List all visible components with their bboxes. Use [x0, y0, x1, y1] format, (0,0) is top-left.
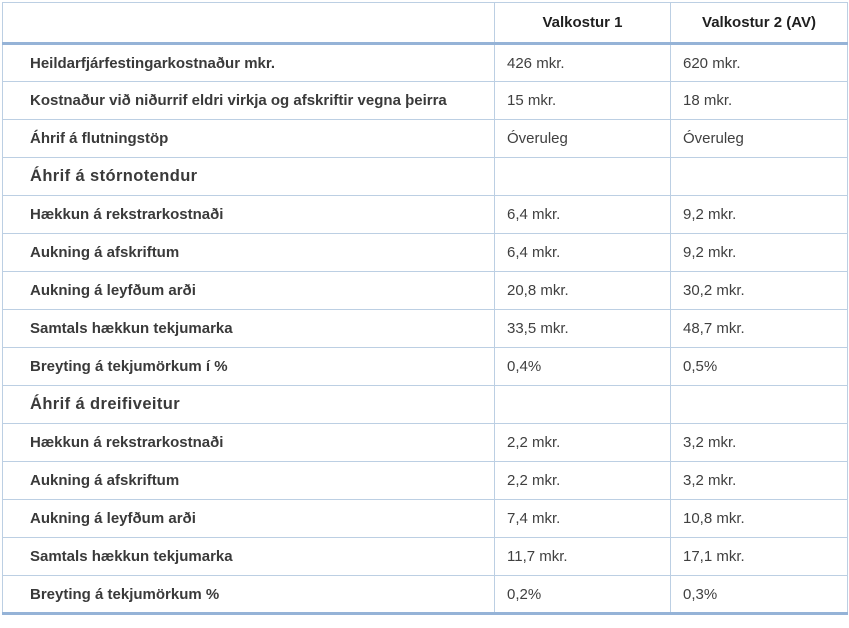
row-label-cell: Áhrif á stórnotendur	[2, 157, 495, 196]
valkostur1-value-cell: 6,4 mkr.	[494, 233, 671, 272]
row-label-cell: Breyting á tekjumörkum %	[2, 575, 495, 615]
valkostur2-value-cell: 9,2 mkr.	[670, 233, 848, 272]
header-row: Valkostur 1 Valkostur 2 (AV)	[2, 2, 848, 45]
valkostur2-value-cell: 3,2 mkr.	[670, 461, 848, 500]
row-label-cell: Aukning á afskriftum	[2, 233, 495, 272]
valkostur2-value-cell: 18 mkr.	[670, 81, 848, 120]
row-label-cell: Hækkun á rekstrarkostnaði	[2, 423, 495, 462]
valkostur2-value-cell: 48,7 mkr.	[670, 309, 848, 348]
valkostur2-value-cell: 9,2 mkr.	[670, 195, 848, 234]
row-label-cell: Áhrif á flutningstöp	[2, 119, 495, 158]
valkostur1-value-cell: 7,4 mkr.	[494, 499, 671, 538]
valkostur1-value-cell	[494, 385, 671, 424]
valkostur1-value-cell: 6,4 mkr.	[494, 195, 671, 234]
valkostur2-value-cell: 30,2 mkr.	[670, 271, 848, 310]
table-body: Heildarfjárfestingarkostnaður mkr. 426 mk…	[2, 43, 848, 615]
table-row: Aukning á leyfðum arði 7,4 mkr. 10,8 mkr.	[2, 499, 848, 538]
valkostur2-value-cell	[670, 385, 848, 424]
table-row: Aukning á afskriftum 6,4 mkr. 9,2 mkr.	[2, 233, 848, 272]
column-header-empty	[2, 2, 495, 45]
section-header-row: Áhrif á dreifiveitur	[2, 385, 848, 424]
valkostur1-value-cell: 426 mkr.	[494, 43, 671, 82]
table-row: Breyting á tekjumörkum % 0,2% 0,3%	[2, 575, 848, 615]
valkostur2-value-cell: Óveruleg	[670, 119, 848, 158]
valkostur2-value-cell: 0,3%	[670, 575, 848, 615]
row-label-cell: Aukning á leyfðum arði	[2, 271, 495, 310]
valkostur1-value-cell: 11,7 mkr.	[494, 537, 671, 576]
table-row: Samtals hækkun tekjumarka 11,7 mkr. 17,1 m…	[2, 537, 848, 576]
table-row: Kostnaður við niðurrif eldri virkja og a…	[2, 81, 848, 120]
valkostur1-value-cell: 2,2 mkr.	[494, 461, 671, 500]
valkostur1-value-cell	[494, 157, 671, 196]
column-header-valkostur2: Valkostur 2 (AV)	[670, 2, 848, 45]
valkostur2-value-cell: 3,2 mkr.	[670, 423, 848, 462]
column-header-valkostur1: Valkostur 1	[494, 2, 671, 45]
table-row: Heildarfjárfestingarkostnaður mkr. 426 mk…	[2, 43, 848, 82]
section-header-row: Áhrif á stórnotendur	[2, 157, 848, 196]
valkostur1-value-cell: 0,2%	[494, 575, 671, 615]
row-label-cell: Samtals hækkun tekjumarka	[2, 309, 495, 348]
row-label-cell: Kostnaður við niðurrif eldri virkja og a…	[2, 81, 495, 120]
table-row: Aukning á leyfðum arði 20,8 mkr. 30,2 mkr.	[2, 271, 848, 310]
valkostur2-value-cell: 620 mkr.	[670, 43, 848, 82]
row-label-cell: Hækkun á rekstrarkostnaði	[2, 195, 495, 234]
row-label-cell: Samtals hækkun tekjumarka	[2, 537, 495, 576]
table-row: Aukning á afskriftum 2,2 mkr. 3,2 mkr.	[2, 461, 848, 500]
row-label-cell: Breyting á tekjumörkum í %	[2, 347, 495, 386]
row-label-cell: Áhrif á dreifiveitur	[2, 385, 495, 424]
row-label-cell: Aukning á leyfðum arði	[2, 499, 495, 538]
valkostur2-value-cell	[670, 157, 848, 196]
valkostur1-value-cell: 2,2 mkr.	[494, 423, 671, 462]
table-row: Samtals hækkun tekjumarka 33,5 mkr. 48,7 m…	[2, 309, 848, 348]
table-header: Valkostur 1 Valkostur 2 (AV)	[2, 2, 848, 45]
table-row: Breyting á tekjumörkum í % 0,4% 0,5%	[2, 347, 848, 386]
table-row: Áhrif á flutningstöp Óveruleg Óveruleg	[2, 119, 848, 158]
row-label-cell: Aukning á afskriftum	[2, 461, 495, 500]
valkostur1-value-cell: 15 mkr.	[494, 81, 671, 120]
comparison-table: Valkostur 1 Valkostur 2 (AV) Heildarfjár…	[2, 2, 848, 615]
valkostur1-value-cell: Óveruleg	[494, 119, 671, 158]
valkostur1-value-cell: 0,4%	[494, 347, 671, 386]
valkostur2-value-cell: 0,5%	[670, 347, 848, 386]
valkostur1-value-cell: 33,5 mkr.	[494, 309, 671, 348]
valkostur1-value-cell: 20,8 mkr.	[494, 271, 671, 310]
valkostur2-value-cell: 17,1 mkr.	[670, 537, 848, 576]
table-row: Hækkun á rekstrarkostnaði 2,2 mkr. 3,2 mkr…	[2, 423, 848, 462]
table-row: Hækkun á rekstrarkostnaði 6,4 mkr. 9,2 mkr…	[2, 195, 848, 234]
row-label-cell: Heildarfjárfestingarkostnaður mkr.	[2, 43, 495, 82]
valkostur2-value-cell: 10,8 mkr.	[670, 499, 848, 538]
